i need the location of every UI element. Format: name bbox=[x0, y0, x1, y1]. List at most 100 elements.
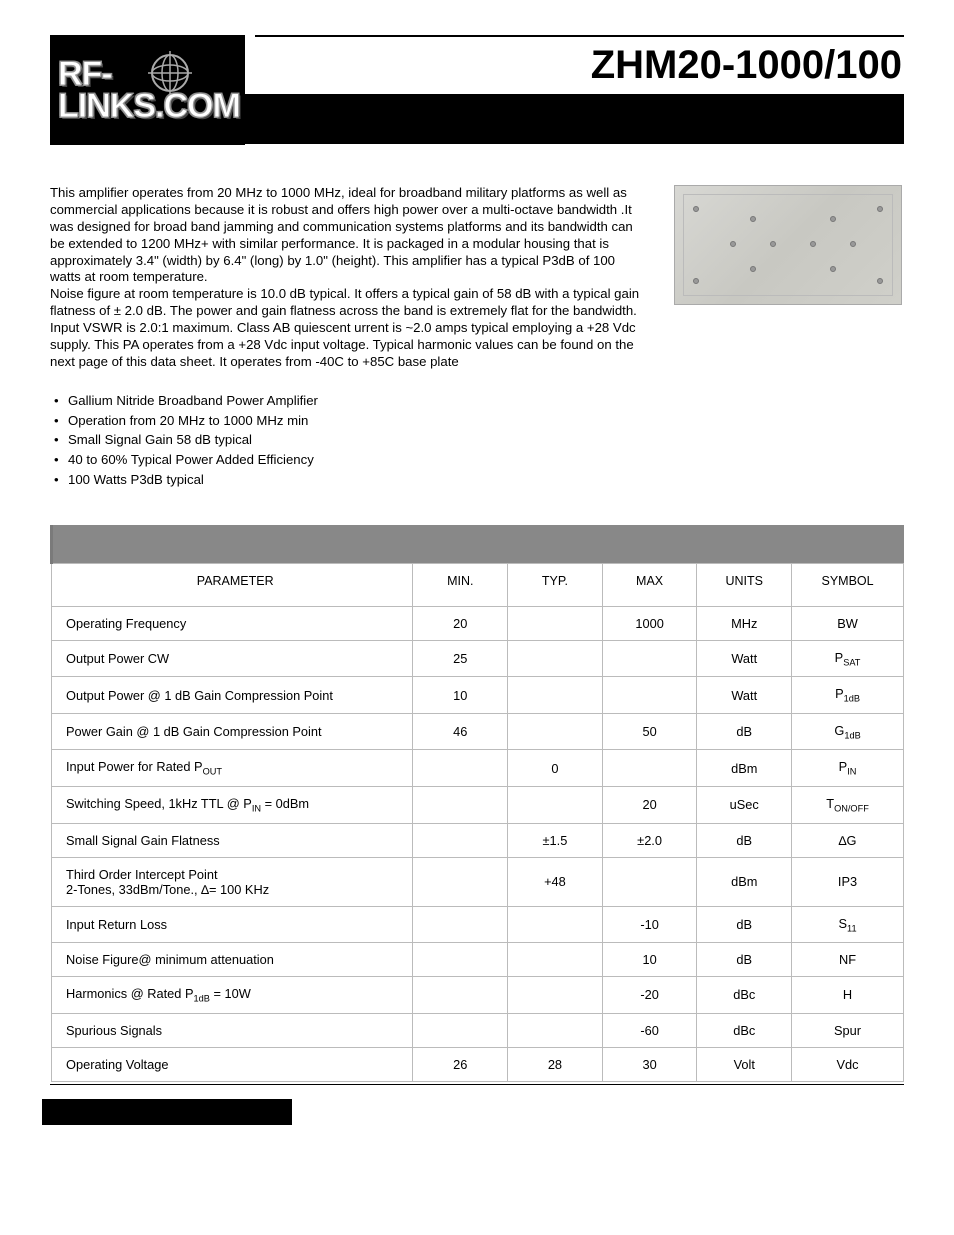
subtitle-bar bbox=[245, 94, 904, 144]
cell-units: dBm bbox=[697, 750, 792, 787]
cell-units: dB bbox=[697, 823, 792, 857]
logo: RF- LINKS.COM bbox=[50, 35, 245, 145]
feature-item: Gallium Nitride Broadband Power Amplifie… bbox=[54, 391, 904, 411]
product-title: ZHM20-1000/100 bbox=[245, 43, 904, 88]
cell-param: Harmonics @ Rated P1dB = 10W bbox=[52, 977, 413, 1014]
spec-table: PARAMETER MIN. TYP. MAX UNITS SYMBOL Ope… bbox=[50, 525, 904, 1082]
cell-symbol: PIN bbox=[792, 750, 904, 787]
cell-typ bbox=[508, 906, 603, 943]
cell-min: 46 bbox=[413, 713, 508, 750]
col-symbol: SYMBOL bbox=[792, 563, 904, 606]
footer-bar bbox=[42, 1099, 292, 1125]
col-min: MIN. bbox=[413, 563, 508, 606]
table-row: Input Return Loss -10dBS11 bbox=[52, 906, 904, 943]
table-row: Output Power CW25WattPSAT bbox=[52, 640, 904, 677]
cell-symbol: Vdc bbox=[792, 1047, 904, 1081]
cell-param: Output Power @ 1 dB Gain Compression Poi… bbox=[52, 677, 413, 714]
cell-param: Spurious Signals bbox=[52, 1013, 413, 1047]
cell-param: Noise Figure@ minimum attenuation bbox=[52, 943, 413, 977]
col-typ: TYP. bbox=[508, 563, 603, 606]
cell-param: Operating Frequency bbox=[52, 606, 413, 640]
cell-symbol: G1dB bbox=[792, 713, 904, 750]
cell-typ bbox=[508, 640, 603, 677]
cell-min bbox=[413, 906, 508, 943]
image-column bbox=[674, 185, 904, 371]
cell-param: Small Signal Gain Flatness bbox=[52, 823, 413, 857]
cell-min: 25 bbox=[413, 640, 508, 677]
cell-units: Volt bbox=[697, 1047, 792, 1081]
feature-item: Small Signal Gain 58 dB typical bbox=[54, 430, 904, 450]
cell-units: dB bbox=[697, 906, 792, 943]
col-units: UNITS bbox=[697, 563, 792, 606]
table-row: Spurious Signals-60dBcSpur bbox=[52, 1013, 904, 1047]
title-block: ZHM20-1000/100 bbox=[245, 35, 904, 144]
cell-units: dB bbox=[697, 713, 792, 750]
cell-typ bbox=[508, 977, 603, 1014]
cell-symbol: H bbox=[792, 977, 904, 1014]
cell-units: dBm bbox=[697, 857, 792, 906]
cell-typ bbox=[508, 677, 603, 714]
table-row: Input Power for Rated POUT0dBmPIN bbox=[52, 750, 904, 787]
cell-param: Third Order Intercept Point2-Tones, 33dB… bbox=[52, 857, 413, 906]
cell-max bbox=[602, 750, 697, 787]
cell-min bbox=[413, 786, 508, 823]
cell-max: 20 bbox=[602, 786, 697, 823]
table-row: Harmonics @ Rated P1dB = 10W -20dBcH bbox=[52, 977, 904, 1014]
cell-param: Power Gain @ 1 dB Gain Compression Point bbox=[52, 713, 413, 750]
cell-symbol: PSAT bbox=[792, 640, 904, 677]
cell-typ: 0 bbox=[508, 750, 603, 787]
cell-max: ±2.0 bbox=[602, 823, 697, 857]
cell-symbol: BW bbox=[792, 606, 904, 640]
cell-max bbox=[602, 677, 697, 714]
cell-max bbox=[602, 857, 697, 906]
table-row: Operating Voltage262830VoltVdc bbox=[52, 1047, 904, 1081]
cell-symbol: NF bbox=[792, 943, 904, 977]
cell-units: dBc bbox=[697, 977, 792, 1014]
header: RF- LINKS.COM ZHM20-1000/100 bbox=[50, 35, 904, 145]
features-ul: Gallium Nitride Broadband Power Amplifie… bbox=[50, 391, 904, 490]
cell-max: -60 bbox=[602, 1013, 697, 1047]
cell-max: 1000 bbox=[602, 606, 697, 640]
cell-units: Watt bbox=[697, 677, 792, 714]
cell-param: Switching Speed, 1kHz TTL @ PIN = 0dBm bbox=[52, 786, 413, 823]
cell-symbol: S11 bbox=[792, 906, 904, 943]
cell-min: 20 bbox=[413, 606, 508, 640]
globe-icon bbox=[148, 51, 192, 95]
product-image bbox=[674, 185, 902, 305]
cell-symbol: IP3 bbox=[792, 857, 904, 906]
cell-max: 50 bbox=[602, 713, 697, 750]
table-row: Operating Frequency20 1000MHzBW bbox=[52, 606, 904, 640]
content: This amplifier operates from 20 MHz to 1… bbox=[50, 185, 904, 371]
cell-typ bbox=[508, 1013, 603, 1047]
cell-typ: 28 bbox=[508, 1047, 603, 1081]
table-header-band bbox=[52, 525, 904, 563]
cell-max: -20 bbox=[602, 977, 697, 1014]
cell-units: dB bbox=[697, 943, 792, 977]
divider bbox=[255, 35, 904, 37]
table-header-row: PARAMETER MIN. TYP. MAX UNITS SYMBOL bbox=[52, 563, 904, 606]
cell-max: -10 bbox=[602, 906, 697, 943]
cell-typ bbox=[508, 943, 603, 977]
table-row: Power Gain @ 1 dB Gain Compression Point… bbox=[52, 713, 904, 750]
col-max: MAX bbox=[602, 563, 697, 606]
cell-max bbox=[602, 640, 697, 677]
table-row: Noise Figure@ minimum attenuation10dBNF bbox=[52, 943, 904, 977]
feature-item: 100 Watts P3dB typical bbox=[54, 470, 904, 490]
table-row: Output Power @ 1 dB Gain Compression Poi… bbox=[52, 677, 904, 714]
datasheet-page: RF- LINKS.COM ZHM20-1000/100 This amplif… bbox=[0, 0, 954, 1145]
cell-min: 10 bbox=[413, 677, 508, 714]
cell-units: MHz bbox=[697, 606, 792, 640]
cell-symbol: Spur bbox=[792, 1013, 904, 1047]
cell-param: Operating Voltage bbox=[52, 1047, 413, 1081]
cell-max: 30 bbox=[602, 1047, 697, 1081]
cell-min bbox=[413, 823, 508, 857]
cell-symbol: TON/OFF bbox=[792, 786, 904, 823]
cell-min bbox=[413, 977, 508, 1014]
cell-param: Input Return Loss bbox=[52, 906, 413, 943]
cell-typ bbox=[508, 713, 603, 750]
cell-typ: +48 bbox=[508, 857, 603, 906]
cell-min bbox=[413, 857, 508, 906]
footer bbox=[50, 1084, 904, 1125]
cell-typ bbox=[508, 786, 603, 823]
col-parameter: PARAMETER bbox=[52, 563, 413, 606]
